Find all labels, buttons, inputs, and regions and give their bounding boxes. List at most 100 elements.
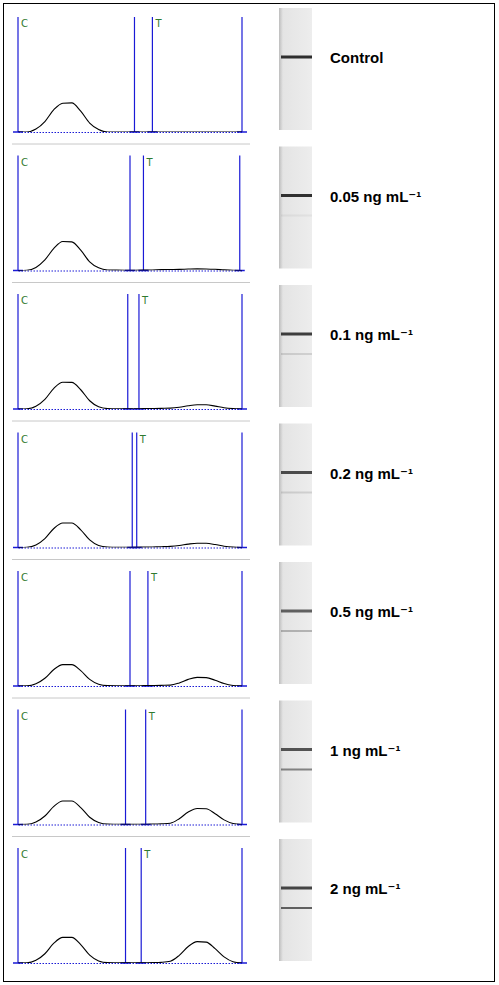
window-line — [125, 848, 126, 963]
panel-separator — [12, 421, 250, 422]
window-line — [136, 433, 137, 548]
strip-band — [281, 353, 312, 355]
panel-title: 0.2 ng mL⁻¹ — [330, 465, 413, 482]
window-line — [132, 433, 133, 548]
strip-band — [281, 887, 312, 890]
panel-separator — [12, 836, 250, 837]
window-line — [17, 571, 18, 686]
window-label: T — [148, 711, 156, 722]
plot-area — [18, 665, 242, 686]
strip-band — [281, 215, 312, 217]
plot-area — [18, 242, 242, 271]
window-line — [127, 294, 128, 409]
window-line — [141, 848, 142, 963]
x-axis-line — [19, 825, 243, 826]
window-line — [17, 17, 18, 132]
panel-separator — [12, 559, 250, 560]
panel-title: Control — [330, 49, 383, 66]
window-line — [129, 571, 130, 686]
window-label: C — [21, 711, 28, 722]
x-axis — [19, 548, 243, 549]
profile-line — [18, 242, 242, 271]
strip-band — [281, 610, 312, 613]
window-label: C — [21, 849, 28, 860]
window-line — [241, 294, 242, 409]
strip-band — [281, 769, 312, 771]
strip-band — [281, 333, 312, 336]
window-line — [17, 156, 18, 271]
x-axis-line — [19, 271, 243, 272]
x-axis — [19, 686, 243, 687]
window-line — [241, 17, 242, 132]
x-axis — [19, 825, 243, 826]
figure-border — [4, 4, 495, 982]
window-line — [241, 571, 242, 686]
window-line — [241, 433, 242, 548]
panel-title: 2 ng mL⁻¹ — [330, 880, 400, 897]
panel-separator — [12, 282, 250, 283]
panel: C T Control — [13, 8, 383, 133]
x-axis-line — [19, 686, 243, 687]
x-axis-line — [19, 132, 243, 133]
window-line — [143, 156, 144, 271]
window-label: T — [150, 572, 158, 583]
window-label: T — [154, 18, 162, 29]
window-line — [239, 156, 240, 271]
window-label: C — [21, 295, 28, 306]
window-line — [17, 710, 18, 825]
window-label: C — [21, 18, 28, 29]
strip — [279, 285, 312, 407]
window-label: C — [21, 157, 28, 168]
plot-area — [18, 523, 242, 548]
window-label: T — [145, 157, 153, 168]
window-line — [138, 294, 139, 409]
plot-area — [18, 103, 242, 132]
strip — [279, 701, 312, 823]
window-line — [145, 710, 146, 825]
profile-line — [18, 937, 242, 963]
window-line — [17, 294, 18, 409]
x-axis — [19, 409, 243, 410]
strip — [279, 8, 312, 130]
panel: C T 1 ng mL⁻¹ — [12, 698, 400, 825]
window-label: T — [141, 295, 149, 306]
panel: C T 2 ng mL⁻¹ — [12, 837, 400, 964]
x-axis — [19, 271, 243, 272]
strip — [279, 839, 312, 961]
strip-band — [281, 471, 312, 474]
panel: C T 0.5 ng mL⁻¹ — [12, 560, 413, 687]
window-label: C — [21, 572, 28, 583]
strip-band — [281, 194, 312, 197]
plot-area — [18, 801, 242, 824]
window-label: T — [143, 849, 151, 860]
window-line — [129, 156, 130, 271]
panel-separator — [12, 144, 250, 145]
window-line — [134, 17, 135, 132]
x-axis-line — [19, 963, 243, 964]
strip-band — [281, 630, 312, 632]
x-axis — [19, 963, 243, 964]
panel-separator — [12, 698, 250, 699]
x-axis-line — [19, 548, 243, 549]
strip — [279, 424, 312, 546]
panel-title: 1 ng mL⁻¹ — [330, 742, 400, 759]
plot-area — [18, 382, 242, 409]
panel: C T 0.1 ng mL⁻¹ — [12, 283, 413, 410]
window-line — [17, 433, 18, 548]
plot-area — [18, 937, 242, 963]
window-line — [152, 17, 153, 132]
x-axis-line — [19, 409, 243, 410]
figure: C T Control C T 0.05 ng mL⁻¹ C T 0.1 ng mL⁻¹ C T 0.… — [0, 0, 499, 985]
profile-line — [18, 103, 242, 132]
panel: C T 0.2 ng mL⁻¹ — [12, 421, 413, 548]
panel-title: 0.5 ng mL⁻¹ — [330, 603, 413, 620]
panel-title: 0.05 ng mL⁻¹ — [330, 188, 421, 205]
window-label: C — [21, 434, 28, 445]
strip-band — [281, 907, 312, 909]
window-line — [241, 848, 242, 963]
panel-title: 0.1 ng mL⁻¹ — [330, 326, 413, 343]
window-label: T — [139, 434, 147, 445]
x-axis — [19, 132, 243, 133]
strip-band — [281, 56, 312, 59]
window-line — [147, 571, 148, 686]
